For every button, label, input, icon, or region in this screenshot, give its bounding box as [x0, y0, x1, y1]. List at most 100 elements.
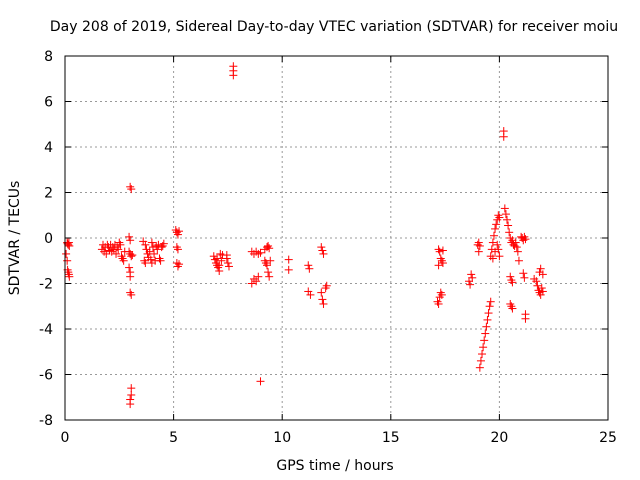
- data-point: [214, 263, 223, 272]
- data-point: [434, 245, 443, 254]
- data-point: [126, 272, 135, 281]
- data-point: [284, 255, 293, 264]
- data-point: [265, 272, 274, 281]
- data-point: [127, 290, 136, 299]
- data-point: [63, 256, 72, 265]
- data-point: [127, 185, 136, 194]
- data-point: [256, 248, 265, 257]
- data-point: [304, 287, 313, 296]
- data-point: [265, 244, 274, 253]
- data-point: [504, 221, 513, 230]
- data-point: [175, 260, 184, 269]
- data-point: [262, 243, 271, 252]
- x-tick-label: 5: [169, 430, 178, 446]
- data-point: [507, 276, 516, 285]
- data-point: [532, 277, 541, 286]
- x-tick-label: 0: [61, 430, 70, 446]
- data-point: [485, 302, 494, 311]
- data-point: [434, 299, 443, 308]
- data-point: [252, 247, 261, 256]
- data-point: [318, 295, 327, 304]
- data-point: [435, 293, 444, 302]
- data-point: [318, 246, 327, 255]
- data-point: [304, 261, 313, 270]
- data-point: [506, 299, 515, 308]
- y-axis-title: SDTVAR / TECUs: [7, 181, 23, 296]
- data-point: [127, 384, 136, 393]
- y-tick-label: -4: [39, 322, 53, 338]
- data-point: [306, 290, 315, 299]
- data-point: [501, 210, 510, 219]
- data-point: [252, 277, 261, 286]
- data-point: [159, 239, 168, 248]
- data-point: [256, 377, 265, 386]
- data-point: [148, 243, 157, 252]
- data-point: [127, 390, 136, 399]
- data-point: [536, 264, 545, 273]
- data-point: [126, 236, 135, 245]
- data-point: [115, 238, 124, 247]
- data-point: [519, 269, 528, 278]
- data-point: [217, 256, 226, 265]
- data-point: [322, 281, 331, 290]
- data-point: [153, 245, 162, 254]
- data-point: [264, 268, 273, 277]
- data-point: [521, 314, 530, 323]
- data-point: [128, 251, 137, 260]
- y-tick-label: -8: [39, 413, 53, 429]
- data-point: [492, 220, 501, 229]
- data-point: [486, 252, 495, 261]
- data-point: [254, 272, 263, 281]
- data-point: [229, 71, 238, 80]
- data-point: [119, 256, 128, 265]
- data-point: [156, 256, 165, 265]
- data-point: [474, 247, 483, 256]
- data-point: [321, 284, 330, 293]
- data-point: [433, 297, 442, 306]
- data-point: [530, 274, 539, 283]
- x-tick-label: 20: [490, 430, 508, 446]
- data-point: [473, 240, 482, 249]
- x-tick-label: 10: [273, 430, 291, 446]
- data-point: [223, 259, 232, 268]
- data-point: [436, 254, 445, 263]
- data-point: [438, 246, 447, 255]
- data-point: [158, 241, 167, 250]
- data-point: [126, 182, 135, 191]
- y-tick-label: 0: [44, 231, 53, 247]
- data-point: [146, 255, 155, 264]
- data-point: [125, 232, 134, 241]
- x-tick-label: 25: [599, 430, 617, 446]
- data-point: [435, 247, 444, 256]
- data-point: [475, 363, 484, 372]
- data-point: [65, 272, 74, 281]
- data-point: [495, 252, 504, 261]
- grid-lines: [65, 56, 608, 420]
- data-point: [538, 287, 547, 296]
- data-point: [434, 261, 443, 270]
- data-point: [538, 270, 547, 279]
- data-point: [507, 302, 516, 311]
- data-point: [213, 254, 222, 263]
- chart-title: Day 208 of 2019, Sidereal Day-to-day VTE…: [50, 19, 618, 35]
- data-point: [494, 211, 503, 220]
- data-point: [476, 356, 485, 365]
- data-point: [500, 204, 509, 213]
- data-point: [520, 273, 529, 282]
- data-point: [511, 238, 520, 247]
- data-point: [481, 329, 490, 338]
- data-point: [147, 259, 156, 268]
- data-point: [116, 240, 125, 249]
- data-point: [155, 254, 164, 263]
- x-axis-title: GPS time / hours: [276, 458, 393, 474]
- data-point: [493, 215, 502, 224]
- data-point: [499, 132, 508, 141]
- data-point: [266, 256, 275, 265]
- data-point: [482, 322, 491, 331]
- data-point: [488, 254, 497, 263]
- data-point: [514, 256, 523, 265]
- data-point: [118, 254, 127, 263]
- data-point: [112, 249, 121, 258]
- data-point: [172, 228, 181, 237]
- data-point: [317, 288, 326, 297]
